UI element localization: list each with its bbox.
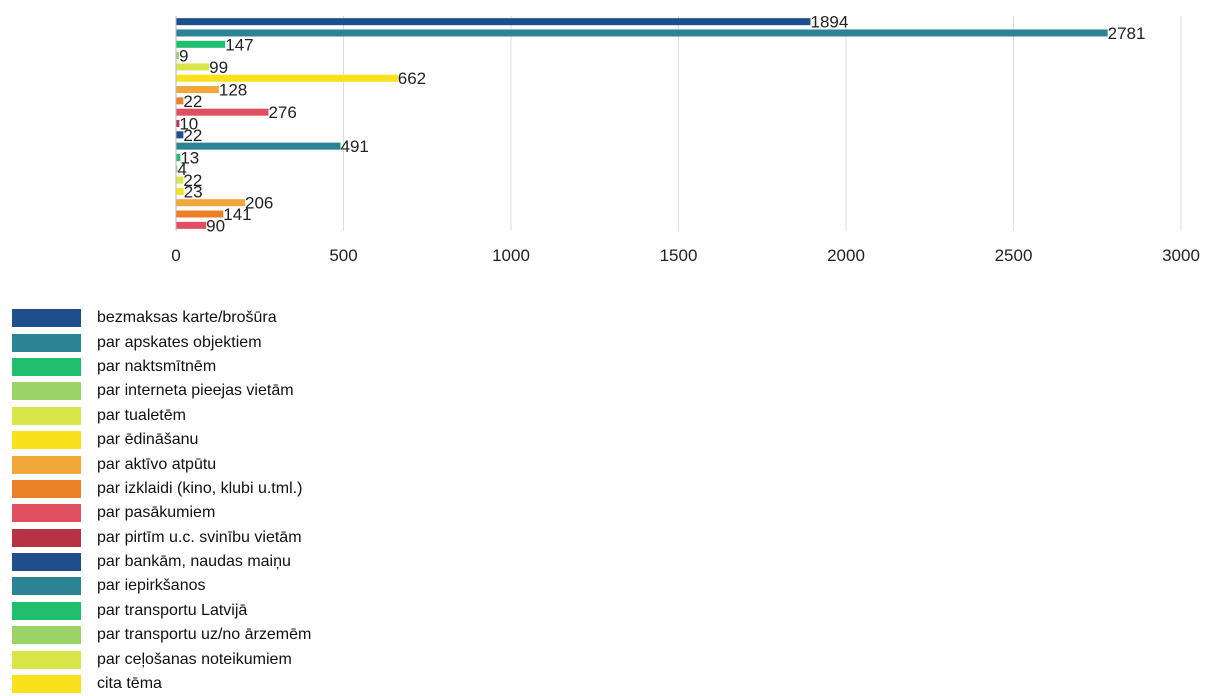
legend-swatch <box>12 382 81 401</box>
legend-swatch <box>12 333 81 352</box>
data-label-13: 4 <box>177 160 186 179</box>
legend-item: par pasākumiem <box>12 501 311 525</box>
legend-item: par bankām, naudas maiņu <box>12 550 311 574</box>
legend-label: par interneta pieejas vietām <box>97 382 294 400</box>
bar-5 <box>176 74 398 82</box>
bar-9 <box>176 119 180 128</box>
legend-label: par transportu uz/no ārzemēm <box>97 626 312 644</box>
legend-item: par ceļošanas noteikumiem <box>12 647 311 671</box>
bar-chart-svg: 0 500 1000 1500 2000 2500 30001894278114799966… <box>171 13 1200 265</box>
bar-1 <box>176 29 1108 37</box>
data-label-4: 99 <box>209 58 228 77</box>
legend-swatch <box>12 675 81 694</box>
bar-0 <box>176 18 811 26</box>
legend-label: par transportu Latvijā <box>97 601 248 619</box>
legend-item: par transportu Latvijā <box>12 599 311 623</box>
bar-8 <box>176 108 269 116</box>
x-tick-label-500: 500 <box>329 246 357 265</box>
bar-14 <box>176 176 184 184</box>
bar-16 <box>176 199 246 207</box>
x-tick-label-2500: 2500 <box>995 246 1033 265</box>
legend-label: par iepirkšanos <box>97 577 206 595</box>
legend-item: par tualetēm <box>12 404 311 428</box>
legend-swatch <box>12 577 81 596</box>
data-label-0: 1894 <box>810 13 848 32</box>
data-label-6: 128 <box>219 81 247 100</box>
legend-item: par pirtīm u.c. svinību vietām <box>12 526 311 550</box>
legend-swatch <box>12 650 81 669</box>
legend-label: par pasākumiem <box>97 504 216 522</box>
data-label-14: 22 <box>183 171 202 190</box>
legend-swatch <box>12 504 81 523</box>
legend-swatch <box>12 431 81 450</box>
legend-item: par izklaidi (kino, klubi u.tml.) <box>12 477 311 501</box>
data-label-16: 206 <box>245 194 273 213</box>
x-tick-label-1500: 1500 <box>660 246 698 265</box>
data-label-18: 90 <box>206 216 225 235</box>
legend-item: par naktsmītnēm <box>12 355 311 379</box>
data-label-2: 147 <box>225 35 253 54</box>
bar-17 <box>176 210 224 218</box>
bar-15 <box>176 187 184 195</box>
data-label-5: 662 <box>398 69 426 88</box>
legend-item: cita tēma <box>12 672 311 696</box>
legend-label: par bankām, naudas maiņu <box>97 553 291 571</box>
legend-label: par tualetēm <box>97 406 186 424</box>
data-label-7: 22 <box>183 92 202 111</box>
legend-label: par apskates objektiem <box>97 333 262 351</box>
legend-swatch <box>12 528 81 547</box>
data-label-10: 22 <box>183 126 202 145</box>
legend-label: par aktīvo atpūtu <box>97 455 217 473</box>
legend-label: par pirtīm u.c. svinību vietām <box>97 528 302 546</box>
legend-item: par apskates objektiem <box>12 330 311 354</box>
bar-3 <box>176 52 180 60</box>
legend-label: par naktsmītnēm <box>97 357 217 375</box>
legend-item: par aktīvo atpūtu <box>12 452 311 476</box>
legend-swatch <box>12 406 81 425</box>
bar-12 <box>176 153 181 161</box>
x-tick-label-1000: 1000 <box>492 246 530 265</box>
bar-18 <box>176 221 207 229</box>
legend-label: cita tēma <box>97 675 162 693</box>
data-label-1: 2781 <box>1108 24 1146 43</box>
data-label-9: 10 <box>179 115 198 134</box>
bar-4 <box>176 63 210 71</box>
legend-swatch <box>12 626 81 645</box>
legend-swatch <box>12 553 81 572</box>
legend-item: par iepirkšanos <box>12 574 311 598</box>
data-label-15: 23 <box>184 182 203 201</box>
data-label-12: 13 <box>180 148 199 167</box>
data-label-17: 141 <box>223 205 251 224</box>
legend-item: bezmaksas karte/brošūra <box>12 306 311 330</box>
legend-swatch <box>12 601 81 620</box>
bar-10 <box>176 131 184 139</box>
legend-label: par izklaidi (kino, klubi u.tml.) <box>97 479 303 497</box>
bar-6 <box>176 86 219 94</box>
legend-swatch <box>12 455 81 474</box>
legend: bezmaksas karte/brošūra par apskates obje… <box>12 306 311 696</box>
data-label-3: 9 <box>179 47 188 66</box>
x-tick-label-3000: 3000 <box>1162 246 1200 265</box>
data-label-8: 276 <box>268 103 296 122</box>
legend-label: par ceļošanas noteikumiem <box>97 650 292 668</box>
legend-swatch <box>12 479 81 498</box>
legend-swatch <box>12 309 81 328</box>
bar-11 <box>176 142 341 150</box>
legend-item: par interneta pieejas vietām <box>12 379 311 403</box>
bar-chart: 0 500 1000 1500 2000 2500 3000 1894 2781 147 9 99 66… <box>0 0 1208 290</box>
legend-swatch <box>12 357 81 376</box>
legend-item: par transportu uz/no ārzemēm <box>12 623 311 647</box>
legend-label: bezmaksas karte/brošūra <box>97 309 277 327</box>
bar-13 <box>176 165 178 173</box>
x-tick-label-0: 0 <box>171 246 180 265</box>
bar-2 <box>176 40 226 48</box>
data-label-11: 491 <box>340 137 368 156</box>
legend-item: par ēdināšanu <box>12 428 311 452</box>
bar-7 <box>176 97 184 105</box>
legend-label: par ēdināšanu <box>97 431 199 449</box>
x-tick-label-2000: 2000 <box>827 246 865 265</box>
